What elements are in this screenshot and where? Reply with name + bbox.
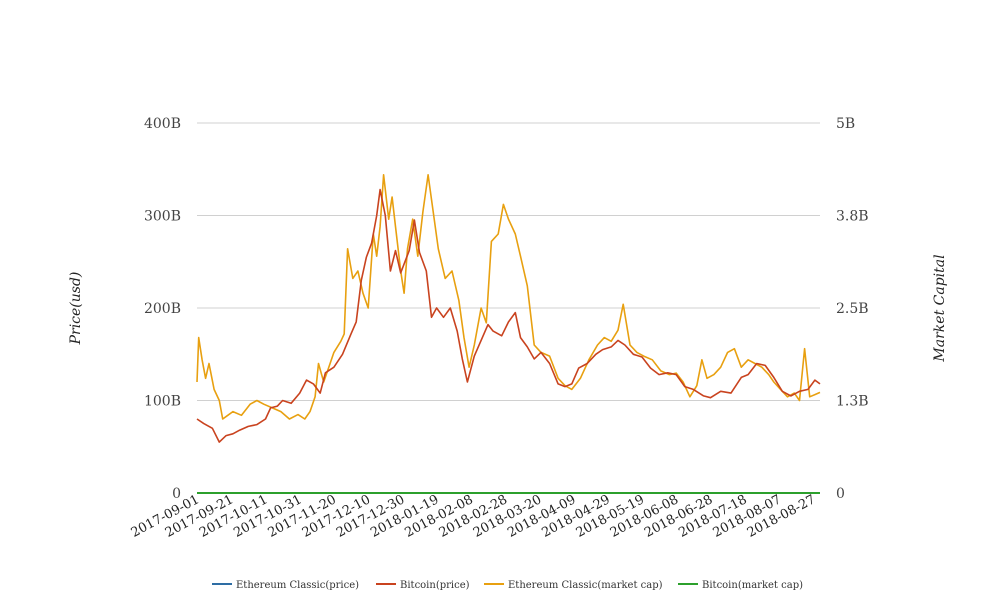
- legend: Ethereum Classic(price) Bitcoin(price) Eth…: [212, 580, 803, 591]
- y-right-title: Market Capital: [932, 254, 948, 362]
- y-right-tick-label: 1.3B: [836, 394, 869, 410]
- y-right-tick-label: 5B: [836, 116, 855, 132]
- y-left-tick-label: 400B: [144, 116, 181, 132]
- y-left-title: Price(usd): [68, 272, 84, 346]
- y-left-tick-label: 0: [172, 486, 181, 502]
- y-left-tick-label: 300B: [144, 209, 181, 225]
- legend-label: Ethereum Classic(price): [236, 580, 359, 591]
- y-left-tick-label: 100B: [144, 394, 181, 410]
- legend-label: Ethereum Classic(market cap): [508, 580, 663, 591]
- legend-label: Bitcoin(market cap): [702, 580, 803, 591]
- y-left-tick-label: 200B: [144, 301, 181, 317]
- legend-label: Bitcoin(price): [400, 580, 470, 591]
- series-line-1: [196, 188, 821, 443]
- y-right-tick-label: 2.5B: [836, 301, 869, 317]
- series-line-2: [196, 174, 821, 420]
- y-right-tick-label: 3.8B: [836, 209, 869, 225]
- y-right-tick-label: 0: [836, 486, 845, 502]
